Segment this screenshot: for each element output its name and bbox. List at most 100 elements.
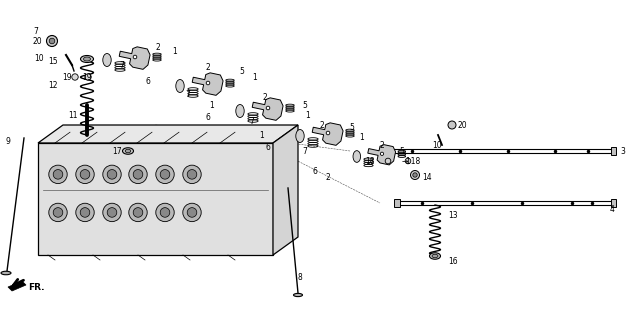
- Text: 20: 20: [458, 121, 468, 130]
- Polygon shape: [368, 145, 396, 165]
- Ellipse shape: [176, 80, 184, 93]
- Text: 2: 2: [262, 94, 268, 102]
- Circle shape: [160, 170, 170, 179]
- Text: 2: 2: [156, 44, 161, 53]
- Circle shape: [326, 131, 330, 135]
- Ellipse shape: [429, 253, 440, 259]
- Polygon shape: [192, 73, 223, 95]
- Circle shape: [160, 208, 170, 217]
- Circle shape: [380, 152, 383, 156]
- Circle shape: [49, 165, 67, 183]
- Text: FR.: FR.: [28, 283, 45, 291]
- Text: 2: 2: [380, 141, 385, 150]
- Text: 5: 5: [349, 124, 355, 132]
- Ellipse shape: [432, 254, 438, 258]
- Text: 11: 11: [68, 110, 78, 120]
- Text: 1: 1: [406, 156, 410, 166]
- Circle shape: [49, 203, 67, 222]
- Circle shape: [84, 74, 92, 80]
- Ellipse shape: [125, 149, 131, 153]
- Circle shape: [405, 158, 411, 164]
- Circle shape: [156, 203, 174, 222]
- Text: 7: 7: [33, 27, 38, 35]
- Circle shape: [448, 121, 456, 129]
- Circle shape: [49, 38, 55, 44]
- Polygon shape: [252, 98, 283, 120]
- Circle shape: [80, 208, 90, 217]
- Circle shape: [80, 170, 90, 179]
- Text: 1: 1: [360, 134, 364, 142]
- Text: 6: 6: [145, 76, 150, 85]
- Circle shape: [133, 170, 143, 179]
- Ellipse shape: [296, 130, 304, 142]
- Text: 12: 12: [49, 80, 58, 90]
- Circle shape: [183, 165, 201, 183]
- Ellipse shape: [1, 271, 11, 275]
- Text: 3: 3: [620, 146, 625, 156]
- Circle shape: [410, 171, 419, 179]
- Text: 1: 1: [260, 131, 264, 140]
- Text: 5: 5: [239, 66, 244, 75]
- Circle shape: [103, 165, 121, 183]
- Text: 16: 16: [448, 256, 458, 265]
- Text: 13: 13: [448, 211, 458, 219]
- Polygon shape: [38, 125, 298, 143]
- Text: 1: 1: [210, 100, 214, 110]
- Polygon shape: [312, 123, 343, 145]
- Polygon shape: [38, 143, 273, 255]
- Ellipse shape: [81, 55, 93, 63]
- Text: 5: 5: [303, 100, 307, 110]
- Polygon shape: [273, 125, 298, 255]
- Text: 2: 2: [205, 64, 211, 73]
- Circle shape: [187, 208, 197, 217]
- Polygon shape: [394, 199, 400, 207]
- Ellipse shape: [353, 151, 360, 162]
- Circle shape: [108, 208, 117, 217]
- Text: 2: 2: [319, 121, 324, 130]
- Text: 10: 10: [432, 141, 442, 150]
- Text: 7: 7: [303, 146, 307, 156]
- Text: 8: 8: [298, 274, 303, 283]
- Text: 1: 1: [253, 74, 257, 83]
- Text: → 18: → 18: [402, 156, 420, 166]
- Text: 1: 1: [173, 47, 177, 55]
- Text: 7: 7: [186, 90, 191, 100]
- Circle shape: [129, 203, 147, 222]
- Text: 6: 6: [312, 167, 317, 176]
- Circle shape: [413, 173, 417, 177]
- Circle shape: [266, 106, 270, 110]
- Text: 7: 7: [120, 60, 124, 69]
- Circle shape: [53, 208, 63, 217]
- Text: 17: 17: [113, 146, 122, 156]
- Circle shape: [129, 165, 147, 183]
- Ellipse shape: [236, 105, 244, 117]
- Text: 1: 1: [306, 110, 310, 120]
- Text: 18: 18: [365, 156, 375, 166]
- Ellipse shape: [83, 57, 90, 61]
- Text: 4: 4: [610, 204, 615, 213]
- Text: 19: 19: [62, 74, 72, 83]
- Polygon shape: [611, 147, 616, 155]
- Polygon shape: [119, 47, 150, 69]
- Circle shape: [108, 170, 117, 179]
- Circle shape: [133, 208, 143, 217]
- Ellipse shape: [122, 148, 134, 154]
- Polygon shape: [384, 147, 390, 155]
- Text: 15: 15: [49, 57, 58, 65]
- Text: 19: 19: [82, 74, 92, 83]
- Text: 9: 9: [5, 136, 10, 146]
- Text: 14: 14: [422, 173, 431, 182]
- Circle shape: [156, 165, 174, 183]
- Circle shape: [206, 81, 210, 85]
- Circle shape: [53, 170, 63, 179]
- Ellipse shape: [294, 293, 303, 297]
- Circle shape: [183, 203, 201, 222]
- Circle shape: [72, 74, 78, 80]
- Circle shape: [385, 158, 391, 164]
- Text: 2: 2: [326, 173, 330, 182]
- Polygon shape: [8, 281, 26, 291]
- Text: 10: 10: [35, 54, 44, 63]
- Text: 6: 6: [205, 114, 211, 122]
- Polygon shape: [611, 199, 616, 207]
- Circle shape: [187, 170, 197, 179]
